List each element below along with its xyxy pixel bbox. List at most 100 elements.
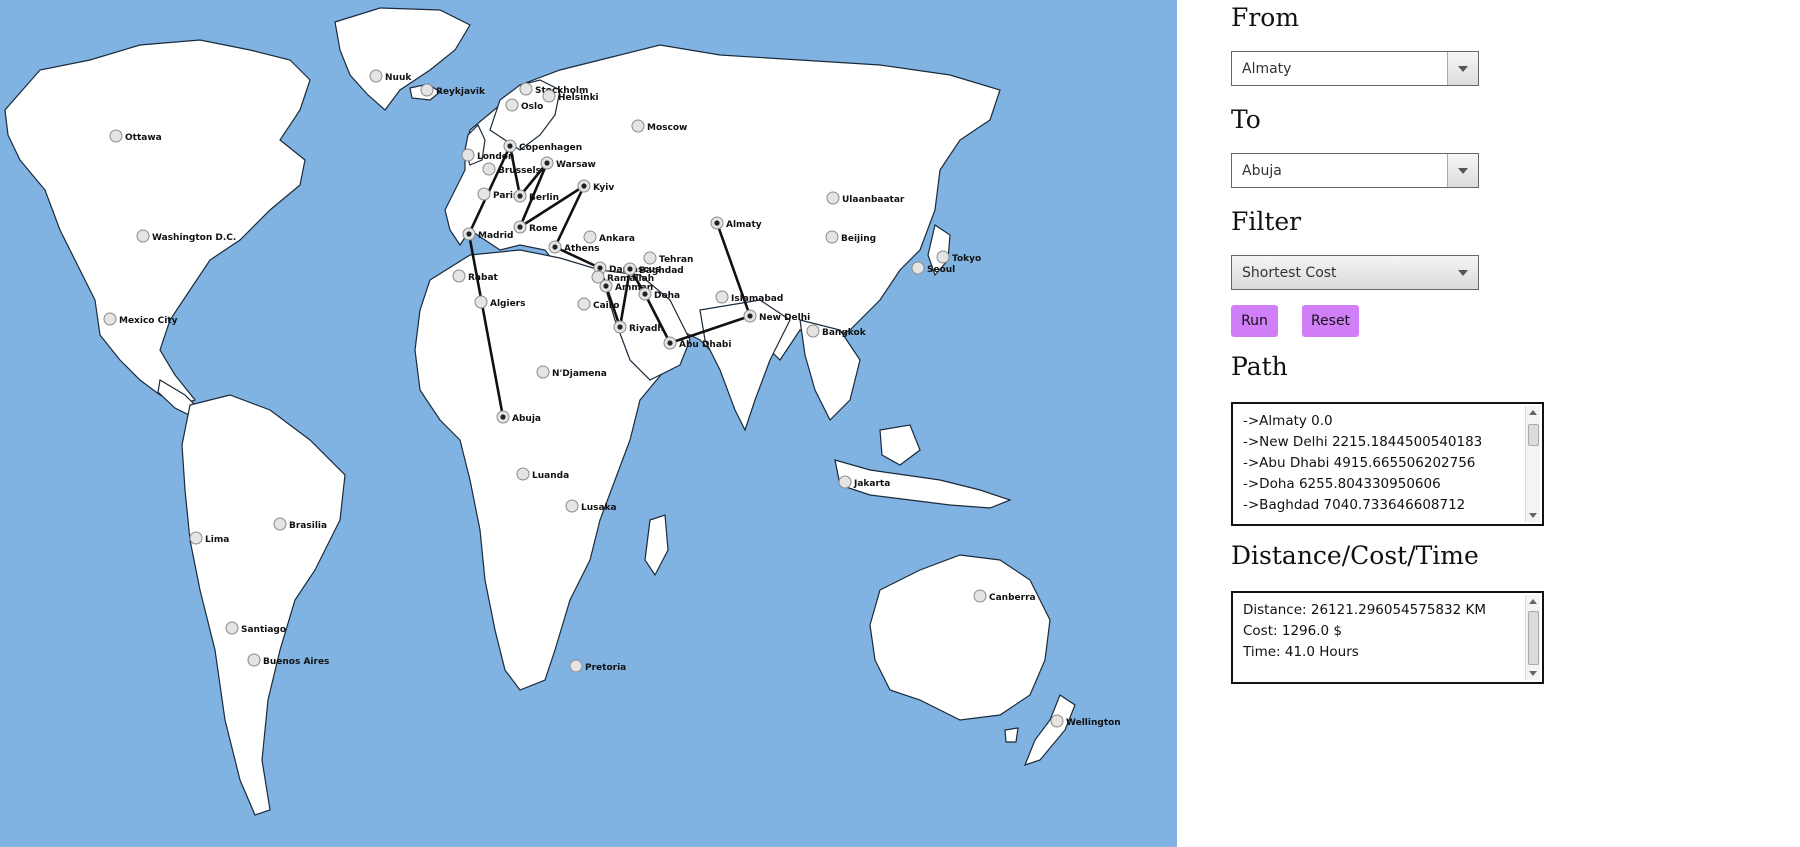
dct-scrollbar[interactable] bbox=[1525, 595, 1540, 680]
city-dot[interactable] bbox=[109, 129, 123, 143]
city-dot[interactable] bbox=[189, 531, 203, 545]
city-dot[interactable] bbox=[225, 621, 239, 635]
city-dot[interactable] bbox=[516, 467, 530, 481]
reset-button[interactable]: Reset bbox=[1302, 305, 1359, 337]
city-dot[interactable] bbox=[452, 269, 466, 283]
city-dot[interactable] bbox=[136, 229, 150, 243]
city-marker[interactable]: Paris bbox=[477, 187, 518, 201]
city-marker[interactable]: Nuuk bbox=[369, 69, 412, 83]
city-marker[interactable]: Copenhagen bbox=[503, 139, 582, 153]
scroll-up-icon[interactable] bbox=[1529, 599, 1537, 604]
city-dot[interactable] bbox=[519, 82, 533, 96]
city-dot[interactable] bbox=[542, 89, 556, 103]
city-marker[interactable]: Lima bbox=[189, 531, 229, 545]
city-dot[interactable] bbox=[838, 475, 852, 489]
city-marker[interactable]: Oslo bbox=[505, 98, 543, 112]
city-marker[interactable]: London bbox=[461, 148, 514, 162]
city-dot[interactable] bbox=[911, 261, 925, 275]
city-dot[interactable] bbox=[577, 297, 591, 311]
city-dot[interactable] bbox=[643, 251, 657, 265]
city-marker[interactable]: Warsaw bbox=[540, 156, 596, 170]
city-dot[interactable] bbox=[247, 653, 261, 667]
city-marker[interactable]: Brussels bbox=[482, 162, 541, 176]
city-marker[interactable]: New Delhi bbox=[743, 309, 810, 323]
chevron-down-icon[interactable] bbox=[1448, 256, 1478, 289]
scroll-up-icon[interactable] bbox=[1529, 410, 1537, 415]
city-dot[interactable] bbox=[477, 187, 491, 201]
city-marker[interactable]: Moscow bbox=[631, 119, 687, 133]
city-marker[interactable]: Bangkok bbox=[806, 324, 867, 338]
city-dot[interactable] bbox=[631, 119, 645, 133]
city-marker[interactable]: Amman bbox=[599, 279, 653, 293]
city-marker[interactable]: Lusaka bbox=[565, 499, 617, 513]
city-marker[interactable]: Luanda bbox=[516, 467, 569, 481]
city-marker[interactable]: Tehran bbox=[643, 251, 693, 265]
city-dot[interactable] bbox=[1050, 714, 1064, 728]
run-button[interactable]: Run bbox=[1231, 305, 1278, 337]
path-output[interactable]: ->Almaty 0.0 ->New Delhi 2215.1844500540… bbox=[1231, 402, 1544, 526]
city-dot[interactable] bbox=[536, 365, 550, 379]
city-marker[interactable]: Abuja bbox=[496, 410, 541, 424]
to-select[interactable]: Abuja bbox=[1231, 153, 1479, 188]
city-marker[interactable]: Tokyo bbox=[936, 250, 981, 264]
city-dot[interactable] bbox=[565, 499, 579, 513]
city-dot[interactable] bbox=[715, 290, 729, 304]
scroll-thumb[interactable] bbox=[1528, 611, 1539, 665]
city-dot[interactable] bbox=[591, 270, 605, 284]
city-dot[interactable] bbox=[103, 312, 117, 326]
city-marker[interactable]: Baghdad bbox=[623, 262, 684, 276]
city-marker[interactable]: Cairo bbox=[577, 297, 619, 311]
city-marker[interactable]: Almaty bbox=[710, 216, 762, 230]
city-dot[interactable] bbox=[973, 589, 987, 603]
scroll-down-icon[interactable] bbox=[1529, 671, 1537, 676]
scroll-thumb[interactable] bbox=[1528, 424, 1539, 446]
city-marker[interactable]: Ramallah bbox=[591, 270, 654, 284]
city-marker[interactable]: Buenos Aires bbox=[247, 653, 329, 667]
city-dot[interactable] bbox=[505, 98, 519, 112]
city-marker[interactable]: Algiers bbox=[474, 295, 525, 309]
city-marker[interactable]: Mexico City bbox=[103, 312, 178, 326]
city-marker[interactable]: Berlin bbox=[513, 189, 559, 203]
city-marker[interactable]: Wellington bbox=[1050, 714, 1121, 728]
city-dot[interactable] bbox=[806, 324, 820, 338]
city-dot[interactable] bbox=[273, 517, 287, 531]
city-dot[interactable] bbox=[826, 191, 840, 205]
path-scrollbar[interactable] bbox=[1525, 406, 1540, 522]
city-dot[interactable] bbox=[569, 659, 583, 673]
city-dot[interactable] bbox=[369, 69, 383, 83]
city-dot[interactable] bbox=[825, 230, 839, 244]
city-marker[interactable]: Doha bbox=[638, 287, 680, 301]
city-marker[interactable]: Pretoria bbox=[569, 659, 626, 673]
city-dot[interactable] bbox=[482, 162, 496, 176]
city-dot[interactable] bbox=[936, 250, 950, 264]
city-marker[interactable]: Seoul bbox=[911, 261, 955, 275]
city-marker[interactable]: Kyiv bbox=[577, 179, 614, 193]
city-marker[interactable]: Stockholm bbox=[519, 82, 588, 96]
city-marker[interactable]: Jakarta bbox=[838, 475, 890, 489]
city-marker[interactable]: Reykjavik bbox=[420, 83, 486, 97]
from-select[interactable]: Almaty bbox=[1231, 51, 1479, 86]
filter-select[interactable]: Shortest Cost bbox=[1231, 255, 1479, 290]
scroll-down-icon[interactable] bbox=[1529, 513, 1537, 518]
city-marker[interactable]: Ottawa bbox=[109, 129, 162, 143]
city-dot[interactable] bbox=[583, 230, 597, 244]
city-marker[interactable]: Madrid bbox=[462, 227, 513, 241]
city-marker[interactable]: Beijing bbox=[825, 230, 876, 244]
city-marker[interactable]: Rabat bbox=[452, 269, 499, 283]
city-marker[interactable]: Ulaanbaatar bbox=[826, 191, 905, 205]
city-marker[interactable]: Rome bbox=[513, 220, 558, 234]
city-marker[interactable]: Brasilia bbox=[273, 517, 327, 531]
city-marker[interactable]: N'Djamena bbox=[536, 365, 607, 379]
city-marker[interactable]: Abu Dhabi bbox=[663, 336, 731, 350]
city-marker[interactable]: Canberra bbox=[973, 589, 1036, 603]
city-dot[interactable] bbox=[420, 83, 434, 97]
distance-cost-time-output[interactable]: Distance: 26121.296054575832 KM Cost: 12… bbox=[1231, 591, 1544, 684]
city-marker[interactable]: Riyadh bbox=[613, 320, 664, 334]
chevron-down-icon[interactable] bbox=[1447, 52, 1478, 85]
city-marker[interactable]: Santiago bbox=[225, 621, 286, 635]
city-marker[interactable]: Islamabad bbox=[715, 290, 783, 304]
city-dot[interactable] bbox=[461, 148, 475, 162]
city-dot[interactable] bbox=[474, 295, 488, 309]
chevron-down-icon[interactable] bbox=[1447, 154, 1478, 187]
city-marker[interactable]: Helsinki bbox=[542, 89, 599, 103]
